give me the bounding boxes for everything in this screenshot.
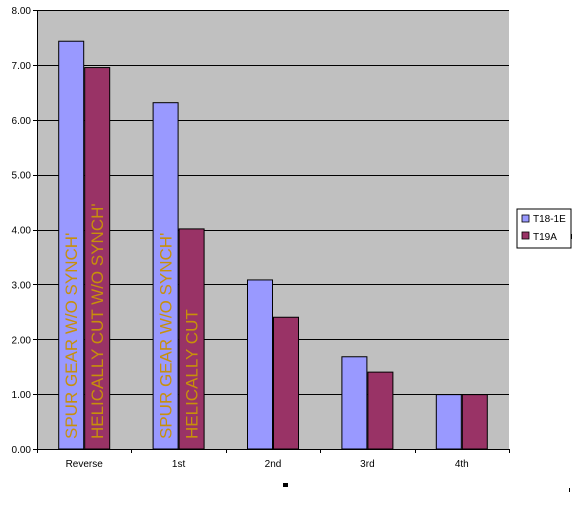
bar-t18-1e-3rd [341,356,368,450]
stray-mark-legend [571,234,572,239]
bar-t18-1e-2nd [247,279,273,450]
bar-t19a-reverse [84,67,111,450]
x-tick-label-3rd: 3rd [360,459,374,470]
bar-t18-1e-4th [435,394,462,450]
bar-t18-1e-reverse [58,40,85,450]
y-tick-label-4: 4.00 [12,226,32,237]
bar-t19a-2nd [273,316,299,450]
legend-label-t18-1e: T18-1E [533,214,566,225]
x-tick-label-reverse: Reverse [66,459,104,470]
x-tick-label-2nd: 2nd [265,459,282,470]
bar-t19a-1st [178,228,205,450]
y-tick-label-3: 3.00 [12,280,32,291]
y-tick-label-1: 1.00 [12,390,32,401]
y-tick-label-6: 6.00 [12,116,32,127]
annotation-1: HELICALLY CUT W/O SYNCH' [88,203,107,439]
bars [58,40,488,450]
legend-swatch-t19a [521,231,530,240]
legend-label-t19a: T19A [533,232,557,243]
legend: T18-1E T19A [516,208,572,249]
bar-t18-1e-1st [152,102,179,450]
bar-t19a-3rd [367,371,394,450]
y-tick-labels: 0.00 1.00 2.00 3.00 4.00 5.00 6.00 7.00 8.00 [12,6,32,456]
bar-t19a-4th [461,394,488,450]
y-tick-label-5: 5.00 [12,171,32,182]
annotation-2: SPUR GEAR W/O SYNCH' [157,233,176,439]
legend-swatch-t18-1e [521,214,530,223]
stray-mark [283,483,288,487]
x-tick-labels: Reverse 1st 2nd 3rd 4th [66,459,469,470]
y-tick-label-7: 7.00 [12,61,32,72]
x-tick-label-4th: 4th [455,459,469,470]
x-tick-label-1st: 1st [172,459,186,470]
stray-mark-right [569,488,570,492]
axes [33,10,510,453]
annotation-0: SPUR GEAR W/O SYNCH' [62,233,81,439]
y-tick-label-8: 8.00 [12,6,32,17]
y-tick-label-2: 2.00 [12,335,32,346]
annotation-3: HELICALLY CUT [183,309,202,439]
annotations: SPUR GEAR W/O SYNCH' HELICALLY CUT W/O SY… [62,203,201,439]
y-tick-label-0: 0.00 [12,445,32,456]
